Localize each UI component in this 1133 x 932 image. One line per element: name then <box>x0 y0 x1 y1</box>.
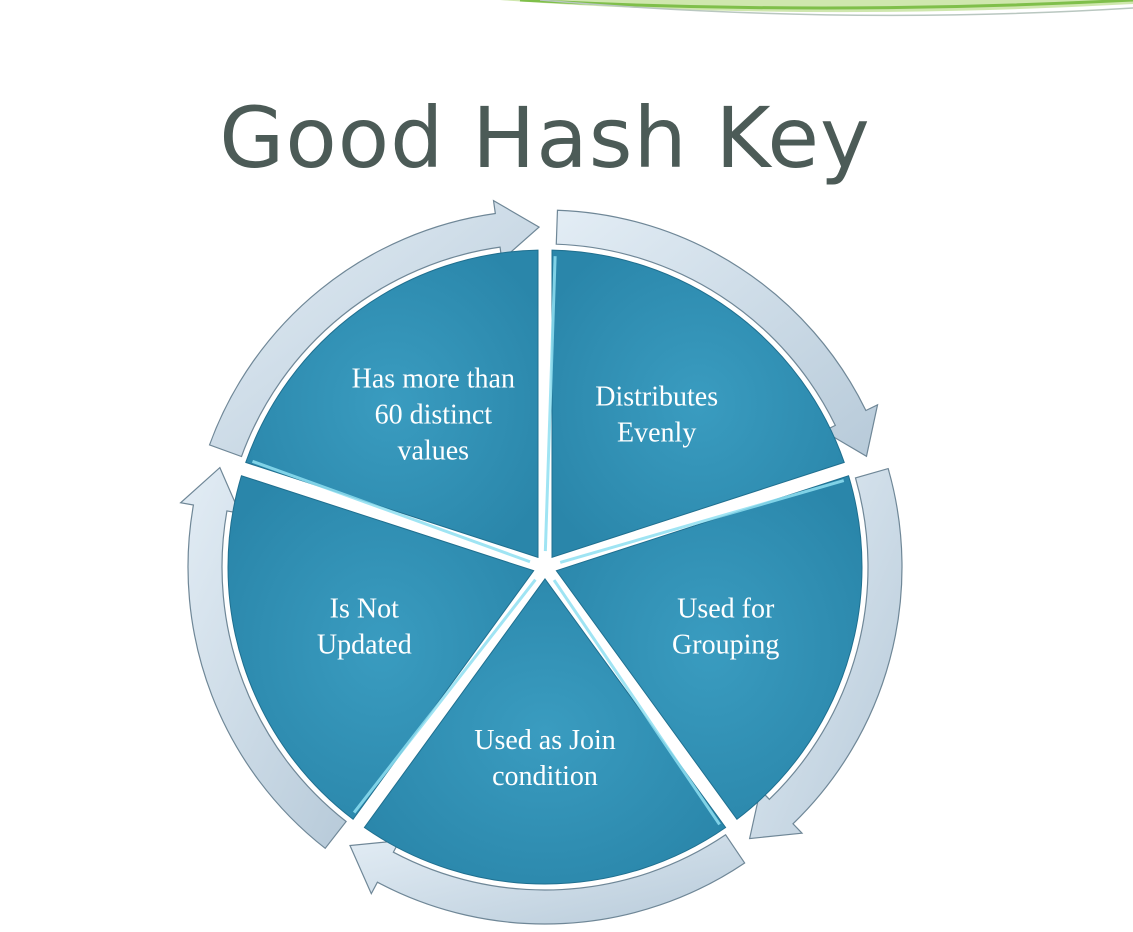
cycle-arrow <box>748 467 903 840</box>
segment-label-line: Used for <box>677 594 775 625</box>
top-swoosh-decoration <box>500 0 1133 17</box>
segment-label-line: values <box>398 435 470 466</box>
segment-label-line: 60 distinct <box>375 399 493 430</box>
segment-label-line: Used as Join <box>474 725 616 756</box>
segment-label: Distributes Evenly <box>595 381 718 448</box>
segment-label-line: Grouping <box>672 630 779 661</box>
segment-highlight <box>543 256 557 552</box>
cycle-segment <box>363 578 727 885</box>
cycle-segment <box>551 249 845 559</box>
segment-label: Is Not Updated <box>317 594 412 661</box>
segment-label-line: Is Not <box>330 594 399 625</box>
cycle-arrow <box>208 199 541 458</box>
segment-highlight <box>559 479 845 564</box>
segment-highlight <box>251 459 531 564</box>
cycle-arrow <box>349 833 746 925</box>
segment-label-line: Evenly <box>617 417 696 448</box>
segment-highlight <box>352 578 537 814</box>
segment-highlight <box>552 579 721 826</box>
cycle-segment <box>555 475 863 820</box>
segment-label-line: Has more than <box>352 363 515 394</box>
segment-label-line: Distributes <box>595 381 718 412</box>
segment-label-line: Updated <box>317 630 412 661</box>
cycle-segment <box>227 475 535 820</box>
segment-label: Used for Grouping <box>672 594 779 661</box>
cycle-arrow <box>555 209 879 458</box>
segment-label-line: condition <box>492 761 598 792</box>
cycle-arrow <box>179 466 347 850</box>
segment-label: Has more than 60 distinct values <box>352 363 515 466</box>
segment-label: Used as Join condition <box>474 725 616 792</box>
cycle-segment <box>245 249 539 559</box>
page-title: Good Hash Key <box>219 89 871 188</box>
